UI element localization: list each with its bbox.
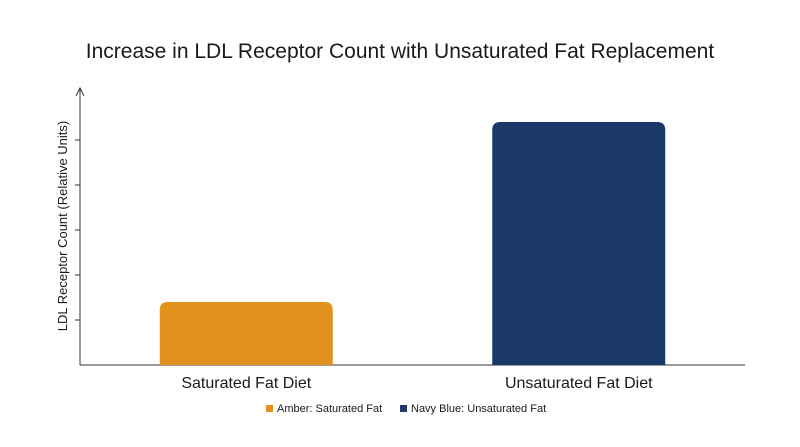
y-axis-label: LDL Receptor Count (Relative Units) xyxy=(55,121,70,332)
y-ticks xyxy=(75,139,80,321)
legend: Amber: Saturated Fat Navy Blue: Unsaturat… xyxy=(266,403,546,415)
bar-saturated-fat-diet xyxy=(159,302,333,365)
y-axis-arrow xyxy=(75,86,85,97)
x-tick-label-1: Saturated Fat Diet xyxy=(181,375,311,392)
legend-swatch-1 xyxy=(266,405,273,412)
x-tick-label-2: Unsaturated Fat Diet xyxy=(505,375,653,392)
bars xyxy=(159,122,666,365)
legend-label-1: Amber: Saturated Fat xyxy=(277,403,382,415)
legend-label-2: Navy Blue: Unsaturated Fat xyxy=(411,403,546,415)
bar-unsaturated-fat-diet xyxy=(492,122,666,365)
chart-title: Increase in LDL Receptor Count with Unsa… xyxy=(86,40,715,63)
legend-swatch-2 xyxy=(400,405,407,412)
category-labels: Saturated Fat Diet Unsaturated Fat Diet xyxy=(181,375,653,392)
